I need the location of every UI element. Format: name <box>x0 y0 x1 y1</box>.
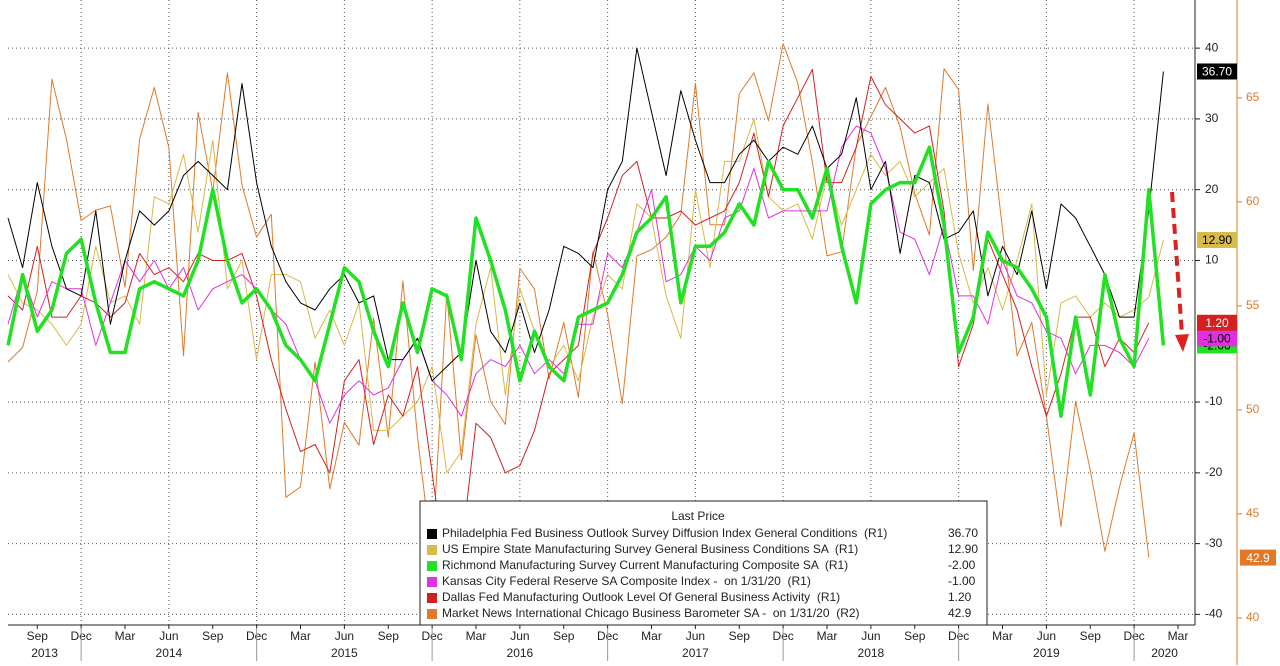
legend-swatch <box>427 561 437 571</box>
year-label: 2020 <box>1151 646 1178 660</box>
x-tick-label: Jun <box>159 629 178 643</box>
x-tick-label: Jun <box>510 629 529 643</box>
x-tick-label: Sep <box>27 629 49 643</box>
y-tick-label: -20 <box>1205 465 1223 479</box>
legend-value: 42.9 <box>948 606 972 620</box>
x-tick-label: Sep <box>1080 629 1102 643</box>
x-tick-label: Sep <box>553 629 575 643</box>
last-value-tag <box>1197 63 1237 80</box>
legend-label: Dallas Fed Manufacturing Outlook Level O… <box>442 590 840 604</box>
last-value-tag <box>1197 330 1237 347</box>
x-tick-label: Jun <box>861 629 880 643</box>
year-label: 2015 <box>331 646 358 660</box>
legend-label: Kansas City Federal Reserve SA Composite… <box>442 574 811 588</box>
year-label: 2016 <box>507 646 534 660</box>
legend: Last Price Philadelphia Fed Business Outl… <box>419 500 988 626</box>
year-label: 2013 <box>31 646 58 660</box>
x-tick-label: Jun <box>335 629 354 643</box>
legend-value: 1.20 <box>948 590 972 604</box>
series-line <box>7 47 1164 382</box>
y-tick-label: 30 <box>1205 111 1219 125</box>
last-value-label: -1.00 <box>1203 332 1231 346</box>
legend-label: US Empire State Manufacturing Survey Gen… <box>442 542 858 556</box>
legend-title: Last Price <box>671 509 725 523</box>
legend-swatch <box>427 577 437 587</box>
last-value-tag <box>1240 549 1276 566</box>
year-label: 2017 <box>682 646 709 660</box>
y2-tick-label: 40 <box>1246 610 1260 624</box>
legend-swatch <box>427 593 437 603</box>
series-line <box>6 145 1166 418</box>
annotation-arrow <box>1170 191 1189 352</box>
y2-tick-label: 60 <box>1246 194 1260 208</box>
y2-tick-label: 65 <box>1246 90 1260 104</box>
y2-tick-label: 55 <box>1246 298 1260 312</box>
x-tick-label: Mar <box>1168 629 1189 643</box>
last-value-label: 1.20 <box>1205 316 1229 330</box>
legend-label: Philadelphia Fed Business Outlook Survey… <box>442 526 887 540</box>
legend-label: Market News International Chicago Busine… <box>442 606 860 620</box>
legend-value: 12.90 <box>948 542 978 556</box>
last-value-label: 42.9 <box>1246 551 1270 565</box>
year-label: 2019 <box>1033 646 1060 660</box>
x-tick-label: Mar <box>290 629 311 643</box>
year-label: 2018 <box>858 646 885 660</box>
series-line <box>7 118 1164 474</box>
legend-value: -2.00 <box>948 558 976 572</box>
legend-swatch <box>427 545 437 555</box>
last-value-tag <box>1197 231 1237 248</box>
y-tick-label: 20 <box>1205 182 1219 196</box>
y-tick-label: -30 <box>1205 536 1223 550</box>
x-tick-label: Jun <box>1037 629 1056 643</box>
y2-tick-label: 50 <box>1246 402 1260 416</box>
x-tick-label: Sep <box>729 629 751 643</box>
x-tick-label: Sep <box>904 629 926 643</box>
legend-swatch <box>427 609 437 619</box>
legend-label: Richmond Manufacturing Survey Current Ma… <box>442 558 848 572</box>
last-value-label: 36.70 <box>1202 65 1232 79</box>
x-tick-label: Mar <box>466 629 487 643</box>
x-tick-label: Sep <box>202 629 224 643</box>
y-tick-label: 40 <box>1205 40 1219 54</box>
x-tick-label: Mar <box>992 629 1013 643</box>
x-tick-label: Jun <box>686 629 705 643</box>
legend-swatch <box>427 529 437 539</box>
legend-value: 36.70 <box>948 526 978 540</box>
last-value-label: 12.90 <box>1202 233 1232 247</box>
legend-value: -1.00 <box>948 574 976 588</box>
last-value-tag <box>1197 314 1237 331</box>
y-tick-label: -10 <box>1205 394 1223 408</box>
x-tick-label: Mar <box>817 629 838 643</box>
x-tick-label: Sep <box>378 629 400 643</box>
series-line <box>7 43 1150 559</box>
year-label: 2014 <box>156 646 183 660</box>
x-tick-label: Mar <box>115 629 136 643</box>
y-tick-label: -40 <box>1205 607 1223 621</box>
legend-box <box>419 500 988 626</box>
x-tick-label: Mar <box>641 629 662 643</box>
y-tick-label: 10 <box>1205 253 1219 267</box>
y2-tick-label: 45 <box>1246 506 1260 520</box>
